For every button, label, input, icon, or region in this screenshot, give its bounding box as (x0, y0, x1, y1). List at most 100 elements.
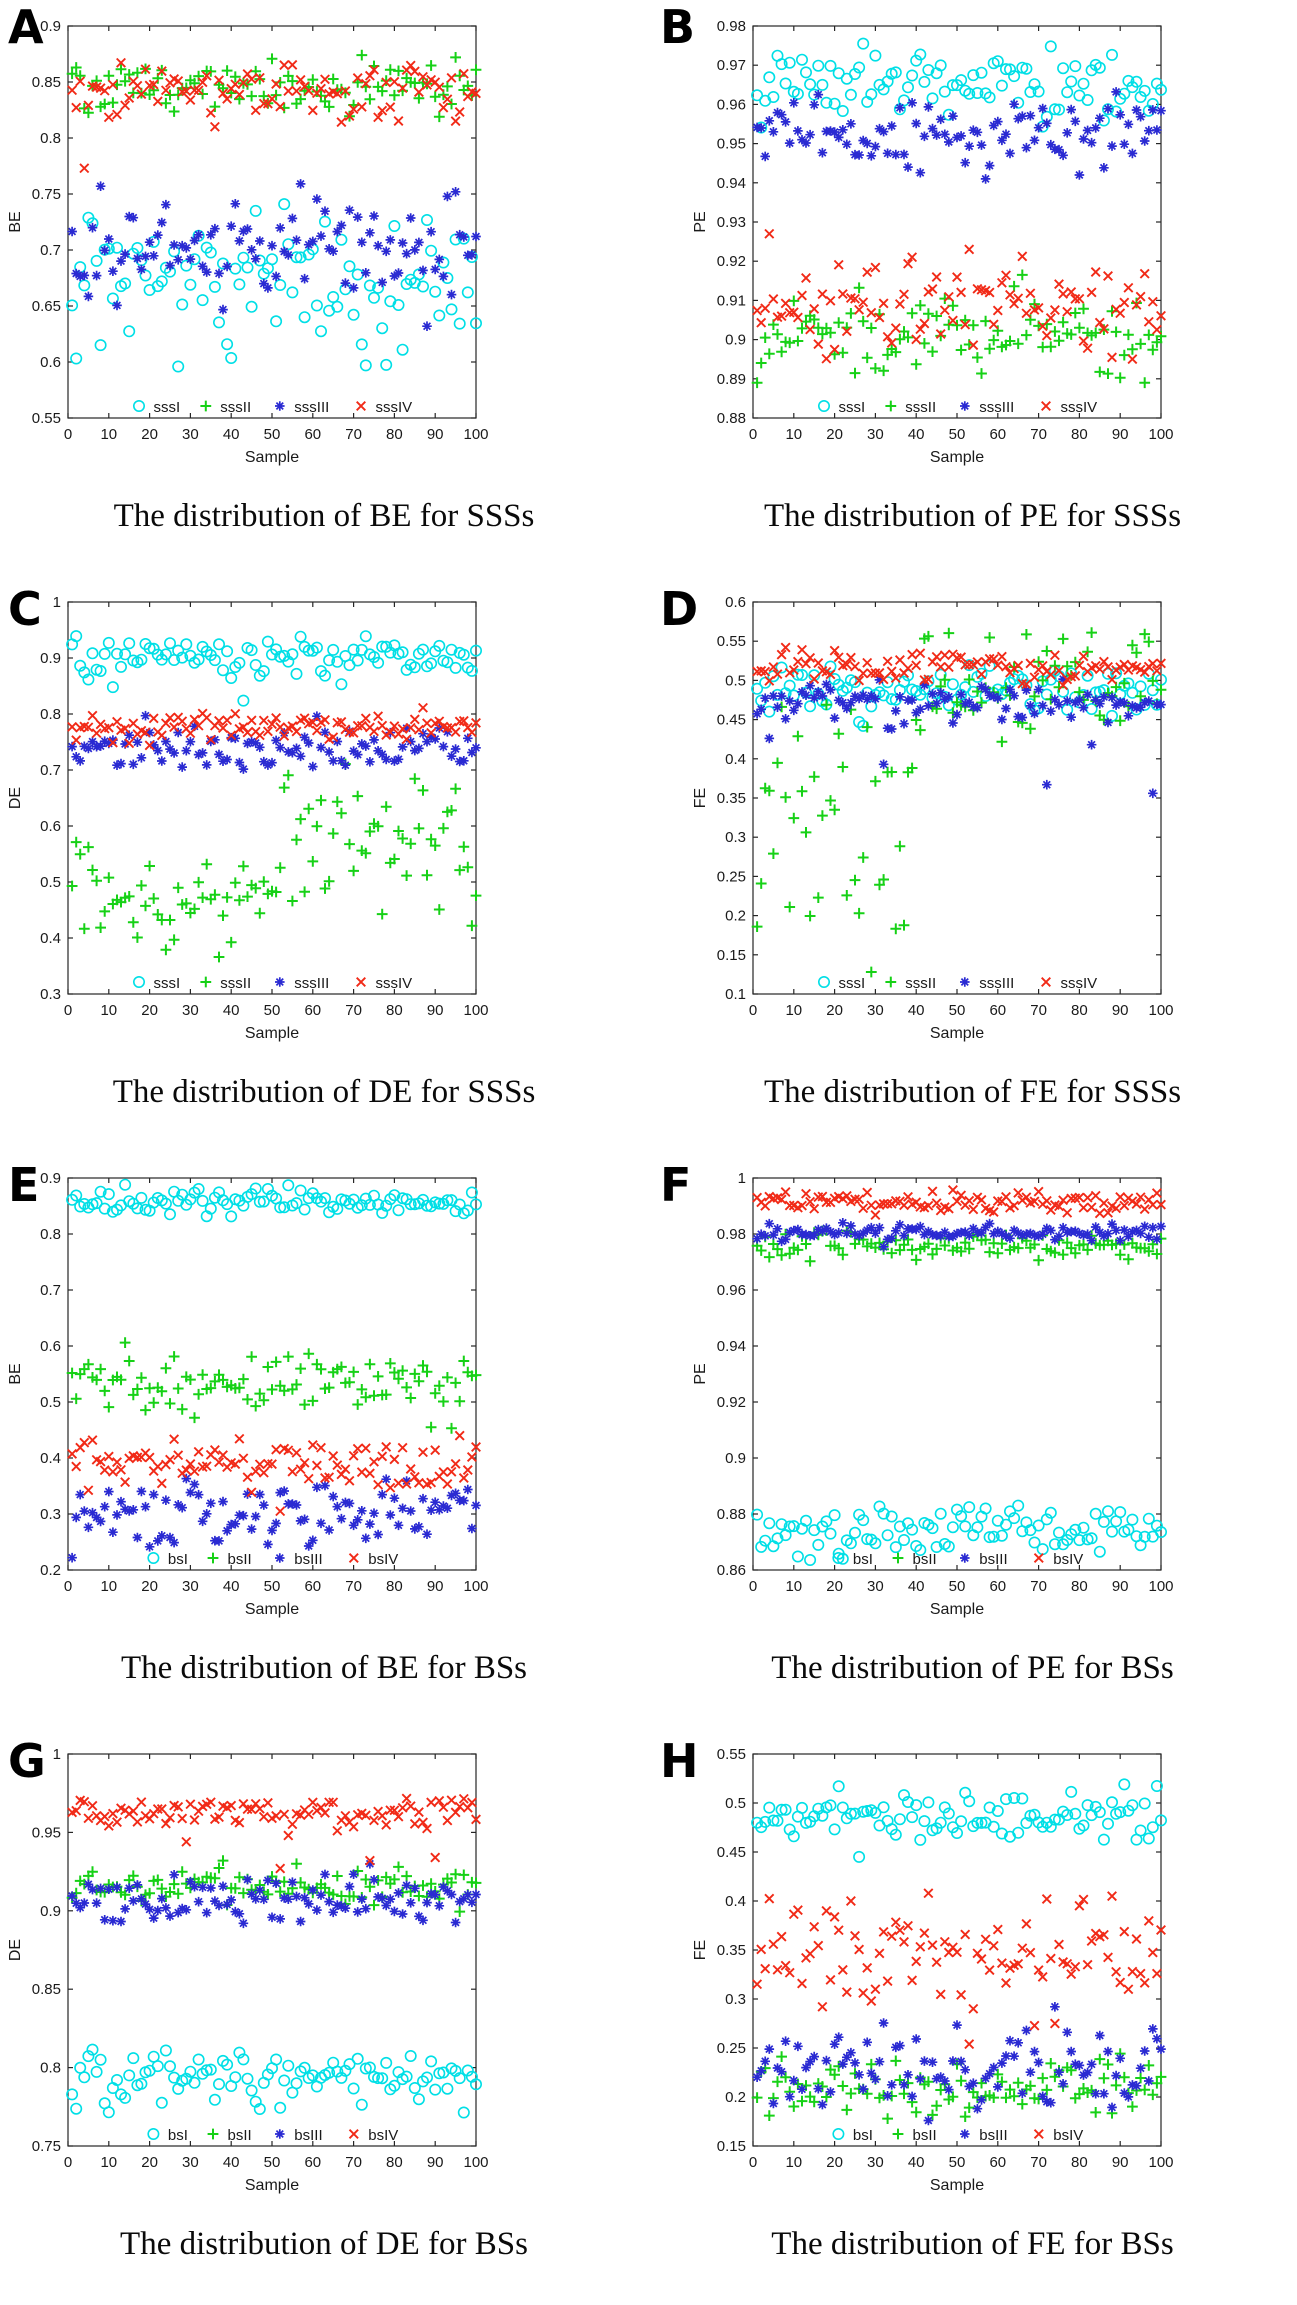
svg-text:bsIV: bsIV (368, 1551, 398, 1568)
svg-text:sssIV: sssIV (1060, 399, 1097, 416)
series-bsI (750, 1499, 1167, 1566)
svg-text:0.5: 0.5 (725, 672, 746, 689)
svg-text:100: 100 (1148, 2154, 1173, 2171)
svg-text:100: 100 (463, 1578, 488, 1595)
axes: 0 10 20 30 40 50 60 70 80 90 100 0.75 0.8 0.85 0.9 0.95… (7, 1746, 489, 2194)
svg-text:0.65: 0.65 (32, 298, 61, 315)
y-axis-label: DE (7, 1939, 24, 1961)
x-axis-label: Sample (245, 1025, 299, 1042)
y-axis-label: PE (692, 211, 709, 232)
svg-text:0.88: 0.88 (716, 410, 745, 427)
svg-text:10: 10 (785, 426, 802, 443)
svg-text:80: 80 (386, 1578, 403, 1595)
svg-text:0.8: 0.8 (40, 1226, 61, 1243)
svg-text:30: 30 (867, 1578, 884, 1595)
svg-text:0.96: 0.96 (716, 96, 745, 113)
series-sssIV (751, 228, 1166, 365)
panel-e: E 0 10 20 30 40 50 60 70 80 90 100 0.2 0.3 0.4 0.5 0.6 0… (0, 1152, 648, 1728)
panel-f: F 0 10 20 30 40 50 60 70 80 90 100 0.86 0.88 0.9 0.92 0… (648, 1152, 1297, 1728)
svg-text:20: 20 (141, 2154, 158, 2171)
svg-text:70: 70 (1030, 1002, 1047, 1019)
svg-text:0.45: 0.45 (716, 1844, 745, 1861)
svg-text:sssI: sssI (154, 975, 181, 992)
series-bsI (750, 1778, 1167, 1863)
svg-text:bsII: bsII (228, 2127, 252, 2144)
chart-svg-H: 0 10 20 30 40 50 60 70 80 90 100 0.15 0.2 0.25 0.3 0.35… (692, 1746, 1174, 2194)
svg-text:30: 30 (867, 426, 884, 443)
x-axis-label: Sample (245, 2177, 299, 2194)
series-sssIV (67, 57, 481, 174)
caption-f: The distribution of PE for BSs (771, 1650, 1174, 1686)
svg-text:10: 10 (785, 2154, 802, 2171)
chart-g: 0 10 20 30 40 50 60 70 80 90 100 0.75 0.8 0.85 0.9 0.95… (0, 1728, 648, 2198)
x-axis-label: Sample (929, 449, 983, 466)
svg-text:20: 20 (826, 426, 843, 443)
series-sssII (751, 269, 1166, 389)
svg-text:sssIV: sssIV (376, 399, 413, 416)
series-sssIV (67, 702, 481, 751)
svg-text:0.97: 0.97 (716, 57, 745, 74)
svg-text:0.2: 0.2 (725, 908, 746, 925)
svg-text:50: 50 (948, 1002, 965, 1019)
svg-text:bsIII: bsIII (979, 2127, 1007, 2144)
svg-text:60: 60 (304, 1002, 321, 1019)
series-sssII (66, 758, 482, 963)
svg-text:40: 40 (223, 1002, 240, 1019)
series-sssIII (67, 710, 481, 774)
svg-text:0.5: 0.5 (40, 1394, 61, 1411)
series-bsIII (751, 1218, 1166, 1252)
svg-text:70: 70 (345, 2154, 362, 2171)
svg-text:bsIII: bsIII (294, 2127, 322, 2144)
svg-text:100: 100 (463, 426, 488, 443)
svg-text:bsIV: bsIV (1053, 1551, 1083, 1568)
svg-text:100: 100 (463, 1002, 488, 1019)
svg-text:0.2: 0.2 (725, 2089, 746, 2106)
svg-text:0.35: 0.35 (716, 1942, 745, 1959)
svg-text:20: 20 (141, 426, 158, 443)
svg-text:0.98: 0.98 (716, 18, 745, 35)
panel-letter-g: G (8, 1734, 46, 1788)
svg-text:0.94: 0.94 (716, 1338, 745, 1355)
chart-svg-B: 0 10 20 30 40 50 60 70 80 90 100 0.88 0.89 0.9 0.91 0.9… (692, 18, 1174, 466)
svg-text:sssI: sssI (838, 399, 865, 416)
svg-text:sssIII: sssIII (979, 399, 1014, 416)
series-bsII (66, 1337, 482, 1434)
legend: sssI sssII sssIII sssIV (133, 975, 412, 992)
svg-text:0.25: 0.25 (716, 2040, 745, 2057)
svg-text:90: 90 (1111, 426, 1128, 443)
panel-h: H 0 10 20 30 40 50 60 70 80 90 100 0.15 0.2 0.25 0.3 0.… (648, 1728, 1297, 2305)
svg-text:40: 40 (907, 1002, 924, 1019)
legend: sssI sssII sssIII sssIV (817, 399, 1097, 416)
svg-text:40: 40 (907, 2154, 924, 2171)
svg-text:0.55: 0.55 (716, 633, 745, 650)
svg-text:40: 40 (223, 426, 240, 443)
svg-text:50: 50 (948, 426, 965, 443)
svg-text:40: 40 (907, 1578, 924, 1595)
svg-text:90: 90 (427, 1578, 444, 1595)
svg-text:sssIII: sssIII (294, 975, 329, 992)
svg-text:10: 10 (100, 1002, 117, 1019)
svg-text:70: 70 (345, 426, 362, 443)
svg-text:bsI: bsI (852, 1551, 872, 1568)
axes: 0 10 20 30 40 50 60 70 80 90 100 0.55 0.6 0.65 0.7 0.75… (7, 18, 489, 466)
svg-text:0.6: 0.6 (40, 818, 61, 835)
svg-text:0: 0 (748, 2154, 756, 2171)
svg-text:0.45: 0.45 (716, 712, 745, 729)
panel-letter-c: C (8, 582, 42, 636)
svg-text:0.3: 0.3 (40, 986, 61, 1003)
svg-text:0.89: 0.89 (716, 371, 745, 388)
svg-text:bsIII: bsIII (294, 1551, 322, 1568)
x-axis-label: Sample (929, 1025, 983, 1042)
svg-text:0.98: 0.98 (716, 1226, 745, 1243)
svg-text:10: 10 (100, 426, 117, 443)
chart-a: 0 10 20 30 40 50 60 70 80 90 100 0.55 0.6 0.65 0.7 0.75… (0, 0, 648, 470)
svg-text:1: 1 (737, 1170, 745, 1187)
svg-text:100: 100 (1148, 1002, 1173, 1019)
svg-text:0.1: 0.1 (725, 986, 746, 1003)
panel-a: A 0 10 20 30 40 50 60 70 80 90 100 0.55 0.6 0.65 0.7 0.… (0, 0, 648, 576)
legend: bsI bsII bsIII bsIV (831, 1551, 1083, 1568)
svg-text:0.35: 0.35 (716, 790, 745, 807)
series-sssIII (751, 87, 1166, 184)
series-sssIV (751, 642, 1166, 691)
svg-text:80: 80 (386, 426, 403, 443)
